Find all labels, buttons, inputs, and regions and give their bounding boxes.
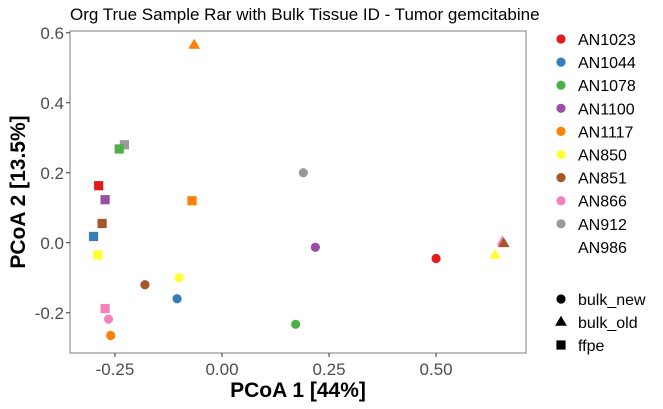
x-axis-label: PCoA 1 [44%] [230,379,366,402]
data-point [172,294,182,304]
data-point [103,314,114,324]
data-point [97,218,107,229]
legend-color-key [556,103,566,113]
legend-color-label: AN851 [578,171,627,188]
shape-legend-item: ffpe [556,338,605,355]
chart-title: Org True Sample Rar with Bulk Tissue ID … [70,5,540,24]
legend-color-key [556,242,566,252]
plot-panel [69,30,527,354]
shape-legend-item: bulk_new [556,292,646,309]
data-point [431,253,441,264]
data-point [106,330,116,341]
y-tick-label: -0.2 [35,304,64,323]
legend-color-key [556,219,566,229]
legend-color-label: AN1078 [578,78,636,95]
y-tick-label: 0.2 [40,164,64,183]
legend-shape-label: bulk_new [578,292,646,309]
y-tick-label: 0.6 [40,24,64,43]
color-legend-item: AN986 [556,240,627,257]
color-legend-item: AN1023 [556,32,636,49]
data-point [100,303,110,314]
x-tick-label: 0.25 [312,360,345,379]
data-point [298,168,308,178]
data-point [188,38,201,49]
data-point [174,273,184,283]
data-point [187,196,197,206]
data-points [88,38,510,341]
legend-color-key [556,196,566,206]
y-axis-label: PCoA 2 [13.5%] [7,115,30,268]
y-tick-label: 0.0 [40,234,64,253]
color-legend-item: AN1117 [556,124,634,141]
legend-color-label: AN986 [578,240,627,257]
color-legend-item: AN1044 [556,55,636,72]
data-point [489,248,502,259]
data-point [291,319,301,329]
legend-color-key [556,126,566,136]
data-point [88,231,99,242]
legend-color-key [556,80,566,90]
data-point [119,140,129,150]
legend-shape-key [555,315,567,326]
color-legend-item: AN851 [556,171,627,188]
data-point [114,144,124,154]
x-axis-ticks: -0.25 0.00 0.25 0.50 [96,353,453,379]
legend-color-label: AN912 [578,217,627,234]
data-point [93,250,103,260]
y-axis-ticks: -0.2 0.0 0.2 0.4 0.6 [35,24,70,323]
legend-color-label: AN1100 [578,101,635,118]
data-point [310,242,320,252]
color-legend-item: AN912 [556,217,627,234]
legend-shape-label: bulk_old [578,315,638,332]
data-point [94,181,104,191]
legend-color-label: AN850 [578,148,627,165]
color-legend: AN1023 AN1044 AN1078 AN1100 AN1117 AN850 AN851… [556,32,636,257]
legend-shape-key [556,294,566,304]
legend-color-label: AN866 [578,194,627,211]
data-point [140,280,150,290]
legend-color-key [556,149,566,160]
color-legend-item: AN1100 [556,101,635,118]
data-point [100,195,110,205]
shape-legend-item: bulk_old [555,315,638,332]
legend-color-key [556,173,566,183]
color-legend-item: AN850 [556,148,627,165]
x-tick-label: 0.50 [420,360,453,379]
data-point [497,237,510,248]
color-legend-item: AN866 [556,194,627,211]
x-tick-label: -0.25 [96,360,135,379]
legend-color-label: AN1023 [578,32,636,49]
legend-shape-key [556,340,566,350]
x-tick-label: 0.00 [205,360,238,379]
legend-color-label: AN1044 [578,55,636,72]
legend-shape-label: ffpe [578,338,605,355]
color-legend-item: AN1078 [556,78,636,95]
y-tick-label: 0.4 [40,94,64,113]
legend-color-key [556,57,566,67]
legend-color-label: AN1117 [578,124,634,141]
legend-color-key [556,34,566,44]
